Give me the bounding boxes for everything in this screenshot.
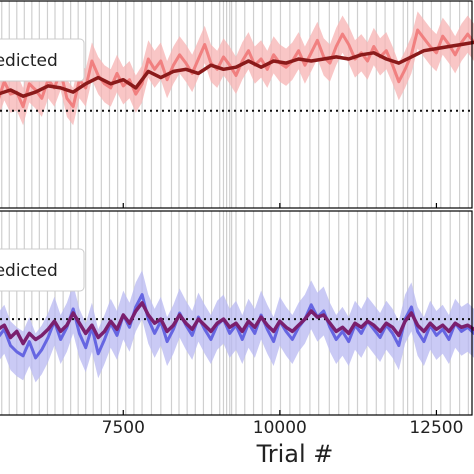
predicted-series-line [0, 40, 474, 98]
predicted-series-line [0, 301, 474, 346]
legend-box [0, 248, 85, 292]
x-tick-label: 12500 [409, 418, 463, 438]
x-axis-ticks: 500075001000012500 [102, 418, 464, 438]
x-axis-label: Trial # [256, 440, 334, 468]
bottom-panel: Predicted [0, 210, 474, 416]
axes-frame [0, 0, 473, 209]
legend-label: Predicted [0, 51, 58, 71]
x-tick-label: 7500 [102, 418, 145, 438]
axes-frame [0, 210, 473, 416]
legend: Predicted [0, 248, 85, 292]
top-panel: Predicted [0, 0, 474, 209]
legend-label: Predicted [0, 261, 58, 281]
x-tick-label: 10000 [253, 418, 307, 438]
legend: Predicted [0, 38, 85, 82]
legend-box [0, 38, 85, 82]
